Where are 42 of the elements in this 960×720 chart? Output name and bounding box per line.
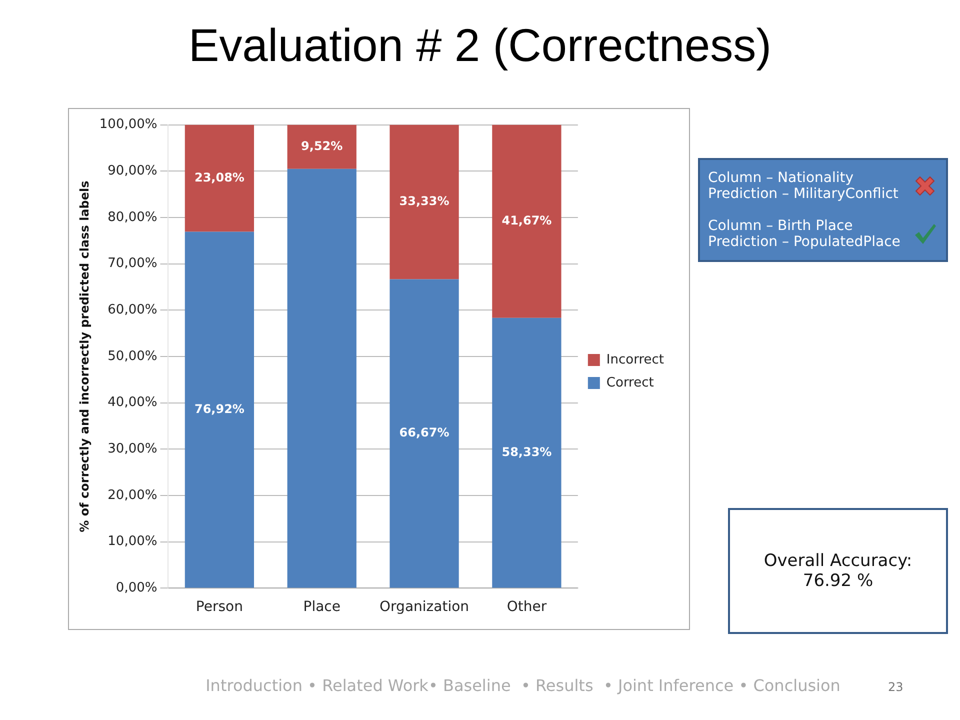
y-axis-title: % of correctly and incorrectly predicted class labels [77, 180, 92, 532]
chart-title: Evaluation # 2 (Correctness) [188, 18, 772, 72]
text: 76.92 % [802, 571, 874, 591]
x-tick-label: Place [303, 599, 340, 616]
y-tick-label: 40,00% [108, 395, 158, 410]
y-tick-label: 90,00% [108, 164, 158, 179]
data-label: 9,52% [301, 138, 343, 153]
data-label: 76,92% [194, 402, 244, 416]
x-tick-label: Other [506, 599, 547, 616]
text: Column – Birth Place [708, 218, 854, 234]
data-label: 23,08% [194, 170, 244, 184]
x-tick-label: Organization [380, 599, 470, 616]
text: Introduction • Related Work• Baseline • Results • Joint Inference • Conclusion [204, 676, 842, 695]
y-tick-label: 30,00% [108, 442, 158, 457]
data-label: 33,33% [399, 194, 450, 208]
bar [184, 232, 254, 588]
y-tick-label: 20,00% [108, 488, 158, 503]
bar [492, 124, 562, 318]
legend-label: Incorrect [606, 352, 664, 368]
text: Prediction – MilitaryConflict [708, 186, 898, 202]
y-tick-label: 80,00% [108, 210, 158, 225]
data-label: 58,33% [502, 444, 552, 459]
y-tick-label: 0,00% [116, 580, 158, 596]
text: Column – Nationality [708, 170, 855, 186]
bar [390, 124, 459, 280]
y-tick-label: 100,00% [99, 117, 158, 132]
text: Overall Accuracy: [764, 551, 912, 571]
bar [390, 279, 459, 588]
legend-label: Correct [606, 375, 654, 390]
y-tick-label: 50,00% [108, 348, 158, 364]
bar [184, 124, 254, 232]
y-tick-label: 70,00% [108, 256, 158, 272]
y-tick-label: 60,00% [108, 302, 158, 318]
text: 23 [888, 680, 904, 694]
bar [287, 124, 356, 169]
x-tick-label: Person [196, 599, 243, 616]
bar [287, 168, 356, 588]
bar [492, 318, 562, 588]
y-tick-label: 10,00% [108, 534, 158, 550]
data-label: 41,67% [502, 213, 552, 228]
text: Prediction – PopulatedPlace [708, 234, 900, 250]
data-label: 66,67% [399, 426, 450, 440]
